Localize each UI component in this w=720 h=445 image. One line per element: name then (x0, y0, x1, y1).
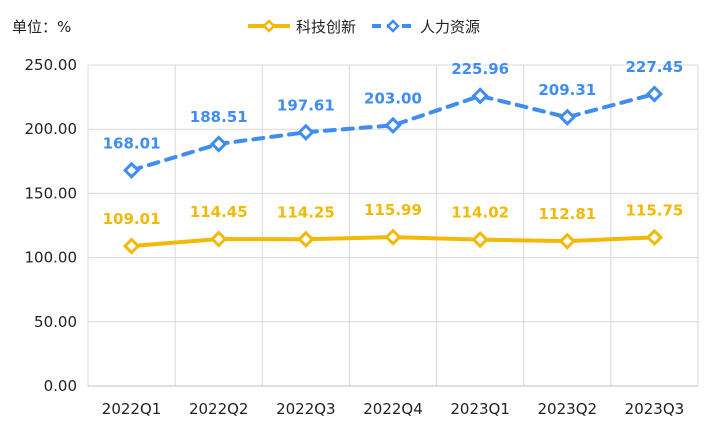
axes: 0.00 50.00 100.00 150.00 200.00 250.00 2022Q1 2… (25, 56, 698, 418)
legend: 科技创新 人力资源 (248, 18, 480, 36)
x-tick-label: 2022Q3 (276, 400, 336, 418)
data-label: 112.81 (538, 205, 596, 223)
data-label: 115.99 (364, 201, 422, 219)
x-tick-label: 2023Q3 (625, 400, 685, 418)
legend-marker-icon (262, 19, 276, 33)
data-label: 114.45 (190, 203, 248, 221)
data-point-marker (558, 108, 576, 126)
legend-marker-icon (386, 19, 400, 33)
y-tick-label: 100.00 (25, 249, 78, 267)
legend-item-1: 科技创新 (248, 18, 356, 36)
x-tick-label: 2023Q1 (450, 400, 510, 418)
y-tick-label: 0.00 (44, 377, 77, 395)
series-1 (122, 228, 664, 255)
data-point-marker (297, 230, 315, 248)
data-point-marker (297, 123, 315, 141)
legend-label: 人力资源 (420, 18, 480, 36)
y-tick-label: 250.00 (25, 56, 78, 74)
legend-label: 科技创新 (296, 18, 356, 36)
data-label: 209.31 (538, 81, 596, 99)
legend-item-2: 人力资源 (372, 18, 480, 36)
y-tick-label: 50.00 (34, 313, 77, 331)
x-tick-label: 2022Q4 (363, 400, 423, 418)
data-labels: 109.01 114.45 114.25 115.99 114.02 112.81 115.… (103, 58, 684, 228)
data-label: 109.01 (103, 210, 161, 228)
x-tick-label: 2022Q2 (189, 400, 249, 418)
data-label: 114.25 (277, 203, 335, 221)
data-point-marker (122, 161, 141, 179)
data-point-marker (384, 116, 402, 134)
data-label: 114.02 (451, 204, 509, 222)
x-tick-label: 2022Q1 (102, 400, 162, 418)
data-point-marker (210, 230, 228, 248)
data-point-marker (471, 87, 489, 105)
data-label: 203.00 (364, 89, 422, 107)
data-label: 188.51 (190, 108, 248, 126)
data-point-marker (122, 237, 141, 255)
series-group (122, 85, 664, 255)
data-point-marker (471, 230, 489, 249)
x-tick-label: 2023Q2 (538, 400, 598, 418)
y-tick-label: 150.00 (25, 184, 78, 202)
series-2 (122, 85, 664, 179)
data-label: 227.45 (625, 58, 683, 76)
data-point-marker (645, 85, 664, 103)
grid-lines (87, 64, 699, 386)
data-label: 115.75 (625, 201, 683, 219)
data-label: 225.96 (451, 60, 509, 78)
data-point-marker (384, 228, 402, 246)
data-point-marker (645, 228, 664, 246)
y-tick-label: 200.00 (25, 120, 78, 138)
data-label: 168.01 (103, 134, 161, 152)
data-point-marker (558, 232, 576, 250)
data-label: 197.61 (277, 96, 335, 114)
unit-label: 单位：% (12, 18, 71, 36)
data-point-marker (210, 135, 228, 153)
